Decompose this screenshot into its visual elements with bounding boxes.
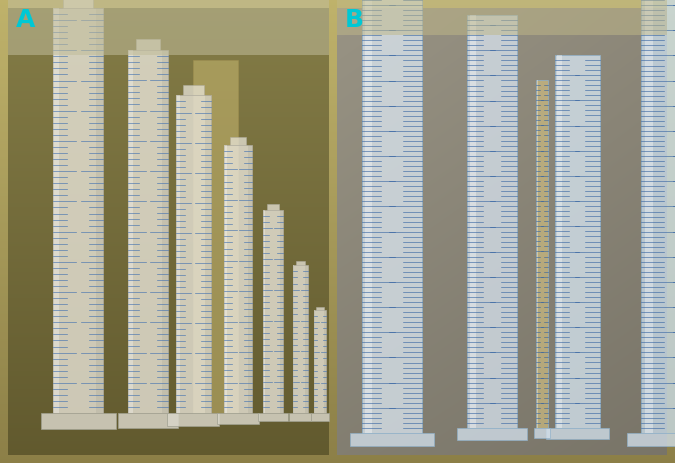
Bar bbox=[536, 80, 548, 428]
Bar bbox=[626, 433, 675, 446]
Text: A: A bbox=[16, 8, 35, 32]
Bar bbox=[167, 413, 219, 425]
Bar bbox=[162, 50, 168, 413]
Bar bbox=[258, 413, 288, 421]
Bar bbox=[362, 0, 422, 433]
Bar bbox=[95, 8, 103, 413]
Bar bbox=[314, 310, 315, 413]
Bar bbox=[53, 8, 59, 413]
Bar bbox=[324, 310, 326, 413]
Bar bbox=[337, 0, 667, 35]
Bar bbox=[182, 86, 203, 95]
Text: B: B bbox=[345, 8, 364, 32]
Bar bbox=[8, 0, 329, 55]
Bar bbox=[645, 0, 653, 433]
Bar bbox=[311, 413, 329, 421]
Bar bbox=[53, 8, 103, 413]
Bar bbox=[317, 307, 323, 310]
Bar bbox=[136, 39, 160, 50]
Bar bbox=[193, 60, 238, 413]
Bar bbox=[224, 145, 252, 413]
Bar bbox=[176, 95, 180, 413]
Bar bbox=[537, 80, 538, 428]
Bar bbox=[128, 50, 133, 413]
Bar bbox=[205, 95, 211, 413]
Bar bbox=[128, 50, 168, 413]
Bar bbox=[248, 145, 252, 413]
Bar bbox=[457, 428, 527, 440]
Bar bbox=[263, 210, 265, 413]
Bar bbox=[350, 433, 434, 446]
Bar bbox=[296, 261, 304, 265]
Bar bbox=[40, 413, 115, 429]
Bar bbox=[63, 0, 93, 8]
Bar bbox=[289, 413, 311, 421]
Bar bbox=[641, 0, 675, 433]
Bar bbox=[224, 145, 227, 413]
Bar bbox=[305, 265, 308, 413]
Bar bbox=[217, 413, 259, 424]
Bar bbox=[176, 95, 211, 413]
Bar bbox=[554, 55, 599, 428]
Bar bbox=[545, 428, 608, 439]
Bar bbox=[365, 0, 372, 433]
Bar bbox=[467, 15, 517, 428]
Bar bbox=[230, 137, 246, 145]
Bar bbox=[263, 210, 283, 413]
Bar bbox=[280, 210, 283, 413]
Bar bbox=[314, 310, 326, 413]
Bar bbox=[470, 15, 475, 428]
Bar bbox=[118, 413, 178, 427]
Bar bbox=[292, 265, 308, 413]
Bar bbox=[292, 265, 294, 413]
Bar bbox=[267, 204, 279, 210]
Bar bbox=[534, 428, 550, 438]
Bar bbox=[557, 55, 562, 428]
